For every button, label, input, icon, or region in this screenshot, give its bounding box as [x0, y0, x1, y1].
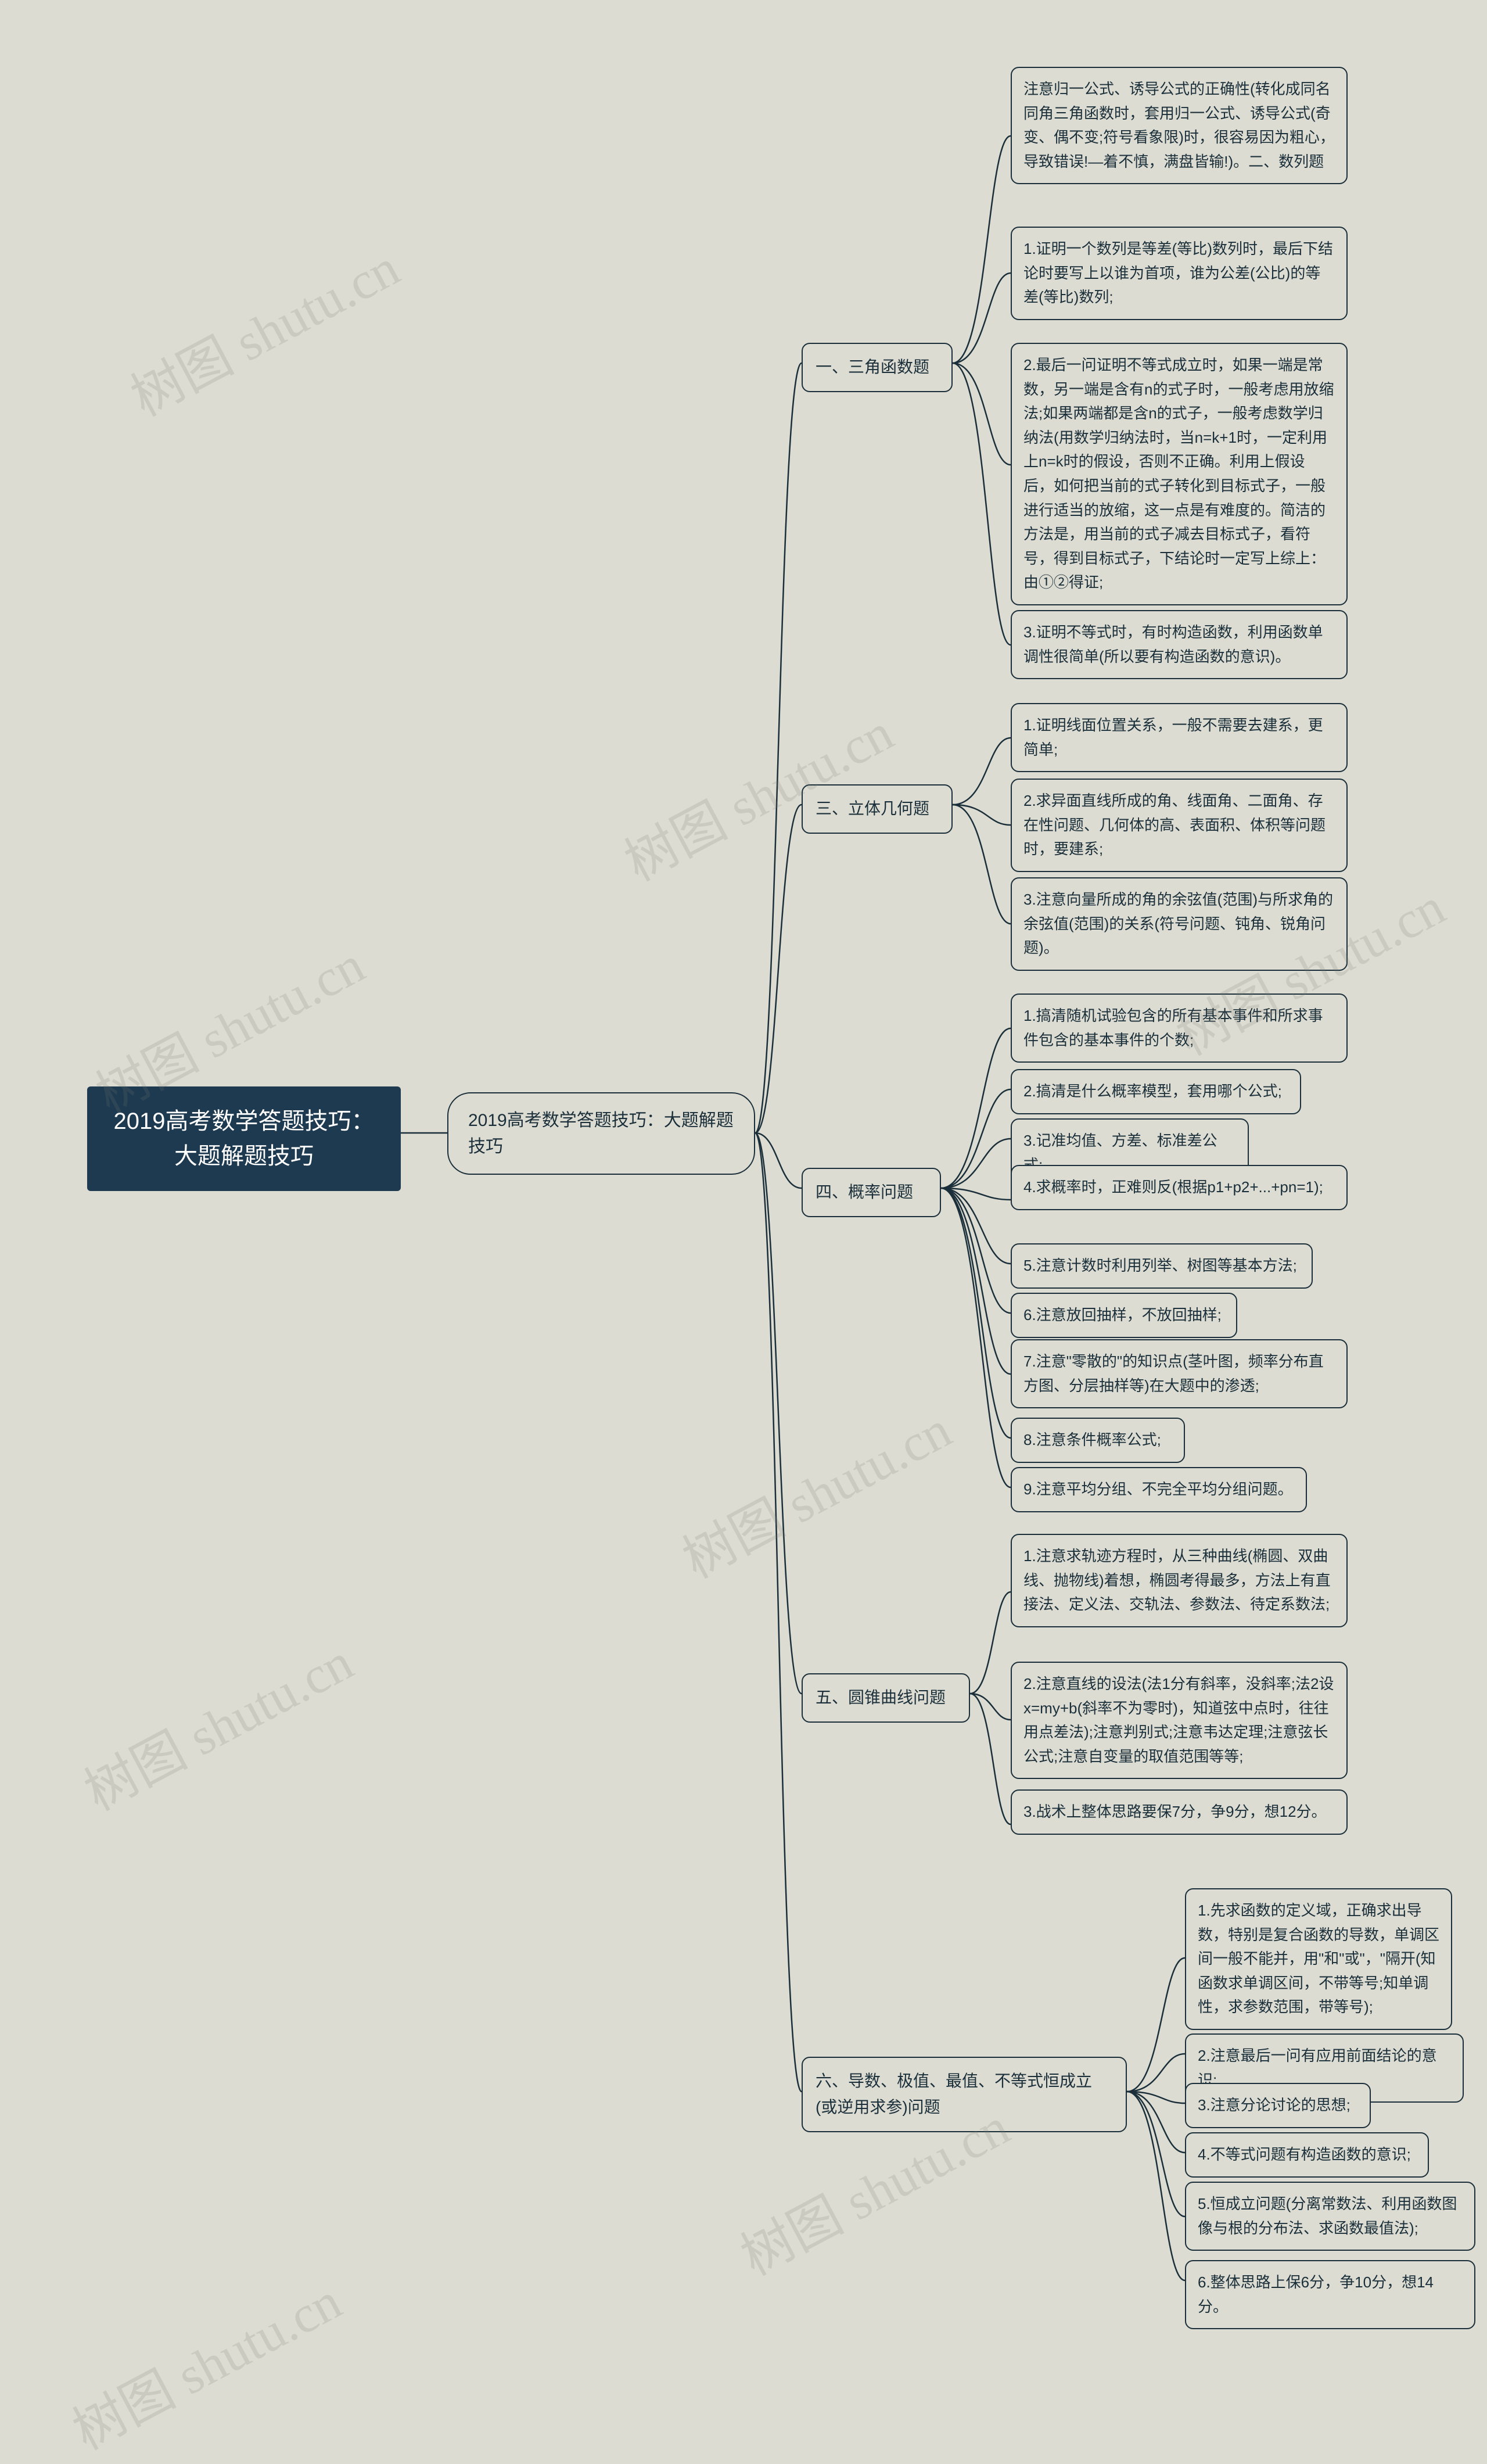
- leaf-node[interactable]: 5.恒成立问题(分离常数法、利用函数图像与根的分布法、求函数最值法);: [1185, 2182, 1475, 2251]
- root-node[interactable]: 2019高考数学答题技巧： 大题解题技巧: [87, 1086, 401, 1191]
- section-node-s5[interactable]: 五、圆锥曲线问题: [802, 1673, 970, 1723]
- leaf-text: 8.注意条件概率公式;: [1023, 1431, 1161, 1448]
- leaf-node[interactable]: 1.先求函数的定义域，正确求出导数，特别是复合函数的导数，单调区间一般不能并，用…: [1185, 1888, 1452, 2030]
- leaf-text: 注意归一公式、诱导公式的正确性(转化成同名同角三角函数时，套用归一公式、诱导公式…: [1023, 80, 1335, 170]
- leaf-node[interactable]: 6.注意放回抽样，不放回抽样;: [1011, 1293, 1237, 1338]
- leaf-node[interactable]: 4.不等式问题有构造函数的意识;: [1185, 2132, 1429, 2178]
- leaf-node[interactable]: 9.注意平均分组、不完全平均分组问题。: [1011, 1467, 1307, 1512]
- leaf-text: 9.注意平均分组、不完全平均分组问题。: [1023, 1480, 1293, 1498]
- leaf-node[interactable]: 3.注意分论讨论的思想;: [1185, 2083, 1371, 2128]
- leaf-text: 2.求异面直线所成的角、线面角、二面角、存在性问题、几何体的高、表面积、体积等问…: [1023, 792, 1326, 858]
- leaf-text: 6.注意放回抽样，不放回抽样;: [1023, 1306, 1222, 1324]
- root-line2: 大题解题技巧: [174, 1143, 314, 1169]
- watermark: 树图 shutu.cn: [116, 226, 410, 431]
- leaf-node[interactable]: 8.注意条件概率公式;: [1011, 1418, 1185, 1463]
- leaf-node[interactable]: 1.搞清随机试验包含的所有基本事件和所求事件包含的基本事件的个数;: [1011, 994, 1348, 1063]
- leaf-text: 3.证明不等式时，有时构造函数，利用函数单调性很简单(所以要有构造函数的意识)。: [1023, 623, 1323, 665]
- leaf-text: 3.注意向量所成的角的余弦值(范围)与所求角的余弦值(范围)的关系(符号问题、钝…: [1023, 891, 1333, 956]
- leaf-node[interactable]: 1.证明一个数列是等差(等比)数列时，最后下结论时要写上以谁为首项，谁为公差(公…: [1011, 227, 1348, 320]
- section-label: 六、导数、极值、最值、不等式恒成立(或逆用求参)问题: [816, 2072, 1092, 2116]
- l1-text: 2019高考数学答题技巧：大题解题技巧: [468, 1111, 734, 1156]
- leaf-text: 1.先求函数的定义域，正确求出导数，特别是复合函数的导数，单调区间一般不能并，用…: [1198, 1902, 1439, 2015]
- leaf-text: 1.证明线面位置关系，一般不需要去建系，更简单;: [1023, 716, 1323, 758]
- leaf-text: 2.搞清是什么概率模型，套用哪个公式;: [1023, 1082, 1282, 1100]
- leaf-node[interactable]: 2.求异面直线所成的角、线面角、二面角、存在性问题、几何体的高、表面积、体积等问…: [1011, 779, 1348, 872]
- leaf-node[interactable]: 3.战术上整体思路要保7分，争9分，想12分。: [1011, 1789, 1348, 1835]
- section-node-s1[interactable]: 一、三角函数题: [802, 343, 953, 392]
- leaf-node[interactable]: 1.证明线面位置关系，一般不需要去建系，更简单;: [1011, 703, 1348, 772]
- watermark: 树图 shutu.cn: [667, 1388, 962, 1593]
- leaf-node[interactable]: 3.证明不等式时，有时构造函数，利用函数单调性很简单(所以要有构造函数的意识)。: [1011, 610, 1348, 679]
- leaf-node[interactable]: 7.注意"零散的"的知识点(茎叶图，频率分布直方图、分层抽样等)在大题中的渗透;: [1011, 1339, 1348, 1408]
- leaf-node[interactable]: 4.求概率时，正难则反(根据p1+p2+...+pn=1);: [1011, 1165, 1348, 1210]
- leaf-text: 3.战术上整体思路要保7分，争9分，想12分。: [1023, 1803, 1327, 1820]
- leaf-text: 2.注意最后一问有应用前面结论的意识;: [1198, 2047, 1437, 2089]
- leaf-text: 6.整体思路上保6分，争10分，想14分。: [1198, 2273, 1434, 2315]
- section-node-s6[interactable]: 六、导数、极值、最值、不等式恒成立(或逆用求参)问题: [802, 2057, 1127, 2132]
- leaf-text: 1.搞清随机试验包含的所有基本事件和所求事件包含的基本事件的个数;: [1023, 1007, 1323, 1049]
- section-label: 五、圆锥曲线问题: [816, 1688, 946, 1706]
- leaf-text: 1.注意求轨迹方程时，从三种曲线(椭圆、双曲线、抛物线)着想，椭圆考得最多，方法…: [1023, 1547, 1331, 1613]
- leaf-text: 4.求概率时，正难则反(根据p1+p2+...+pn=1);: [1023, 1178, 1323, 1196]
- leaf-text: 1.证明一个数列是等差(等比)数列时，最后下结论时要写上以谁为首项，谁为公差(公…: [1023, 240, 1333, 306]
- mindmap-canvas: 2019高考数学答题技巧： 大题解题技巧 2019高考数学答题技巧：大题解题技巧…: [0, 0, 1487, 2322]
- leaf-node[interactable]: 注意归一公式、诱导公式的正确性(转化成同名同角三角函数时，套用归一公式、诱导公式…: [1011, 67, 1348, 184]
- leaf-node[interactable]: 3.注意向量所成的角的余弦值(范围)与所求角的余弦值(范围)的关系(符号问题、钝…: [1011, 877, 1348, 971]
- leaf-node[interactable]: 1.注意求轨迹方程时，从三种曲线(椭圆、双曲线、抛物线)着想，椭圆考得最多，方法…: [1011, 1534, 1348, 1627]
- leaf-text: 3.注意分论讨论的思想;: [1198, 2096, 1350, 2114]
- leaf-node[interactable]: 6.整体思路上保6分，争10分，想14分。: [1185, 2260, 1475, 2329]
- section-label: 三、立体几何题: [816, 799, 929, 817]
- leaf-text: 5.恒成立问题(分离常数法、利用函数图像与根的分布法、求函数最值法);: [1198, 2195, 1457, 2237]
- section-node-s3[interactable]: 三、立体几何题: [802, 784, 953, 834]
- watermark: 树图 shutu.cn: [58, 2259, 352, 2464]
- leaf-text: 2.注意直线的设法(法1分有斜率，没斜率;法2设x=my+b(斜率不为零时)，知…: [1023, 1675, 1334, 1765]
- section-node-s4[interactable]: 四、概率问题: [802, 1168, 941, 1217]
- leaf-text: 2.最后一问证明不等式成立时，如果一端是常数，另一端是含有n的式子时，一般考虑用…: [1023, 356, 1334, 591]
- leaf-text: 5.注意计数时利用列举、树图等基本方法;: [1023, 1257, 1297, 1274]
- level1-node[interactable]: 2019高考数学答题技巧：大题解题技巧: [447, 1092, 755, 1175]
- section-label: 四、概率问题: [816, 1183, 913, 1201]
- section-label: 一、三角函数题: [816, 358, 929, 376]
- leaf-node[interactable]: 5.注意计数时利用列举、树图等基本方法;: [1011, 1243, 1313, 1289]
- leaf-text: 7.注意"零散的"的知识点(茎叶图，频率分布直方图、分层抽样等)在大题中的渗透;: [1023, 1353, 1324, 1394]
- leaf-node[interactable]: 2.搞清是什么概率模型，套用哪个公式;: [1011, 1069, 1301, 1114]
- root-line1: 2019高考数学答题技巧：: [114, 1109, 375, 1134]
- leaf-text: 4.不等式问题有构造函数的意识;: [1198, 2146, 1411, 2163]
- leaf-node[interactable]: 2.最后一问证明不等式成立时，如果一端是常数，另一端是含有n的式子时，一般考虑用…: [1011, 343, 1348, 605]
- leaf-node[interactable]: 2.注意直线的设法(法1分有斜率，没斜率;法2设x=my+b(斜率不为零时)，知…: [1011, 1662, 1348, 1779]
- watermark: 树图 shutu.cn: [69, 1620, 364, 1825]
